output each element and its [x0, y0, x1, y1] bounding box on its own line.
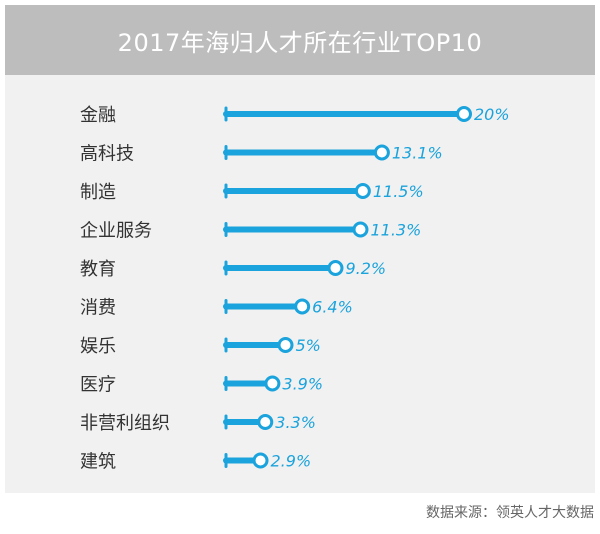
value-label: 11.5% — [373, 182, 424, 201]
value-label: 20% — [474, 105, 510, 124]
category-label: 消费 — [80, 298, 116, 319]
value-label: 9.2% — [345, 259, 386, 278]
bar-end-marker — [327, 260, 344, 276]
bar-end-marker — [352, 221, 369, 238]
category-label: 非营利组织 — [80, 413, 170, 434]
bar-end-marker — [354, 183, 371, 199]
bar-end-marker — [257, 414, 274, 430]
chart-header: 2017年海归人才所在行业TOP10 — [5, 5, 595, 75]
category-label: 建筑 — [80, 452, 116, 473]
category-label: 娱乐 — [80, 336, 116, 357]
bar-end-marker — [277, 337, 294, 353]
category-label: 高科技 — [80, 144, 134, 165]
industry-chart: 金融 20% 高科技 13.1% 制造 11.5% 企业服务 11.3% 教育 9.2% 消费 6.4… — [80, 105, 510, 473]
chart-panel: 2017年海归人才所在行业TOP10 — [5, 5, 595, 493]
bar-end-marker — [456, 106, 472, 122]
value-label: 2.9% — [271, 452, 312, 471]
chart-title: 2017年海归人才所在行业TOP10 — [117, 28, 483, 57]
category-label: 企业服务 — [80, 221, 152, 242]
bar-end-marker — [373, 144, 390, 161]
value-label: 11.3% — [370, 221, 421, 240]
value-label: 13.1% — [392, 144, 443, 163]
category-label: 教育 — [80, 259, 116, 280]
value-label: 3.9% — [282, 375, 323, 394]
bar-end-marker — [294, 298, 311, 315]
value-label: 5% — [296, 336, 321, 355]
category-label: 金融 — [80, 105, 116, 126]
value-label: 6.4% — [312, 298, 353, 317]
bar-end-marker — [252, 452, 269, 469]
data-source: 数据来源：领英人才大数据 — [426, 505, 594, 521]
value-label: 3.3% — [275, 413, 316, 432]
category-label: 制造 — [80, 182, 116, 203]
bar-end-marker — [264, 375, 281, 392]
category-label: 医疗 — [80, 375, 116, 396]
